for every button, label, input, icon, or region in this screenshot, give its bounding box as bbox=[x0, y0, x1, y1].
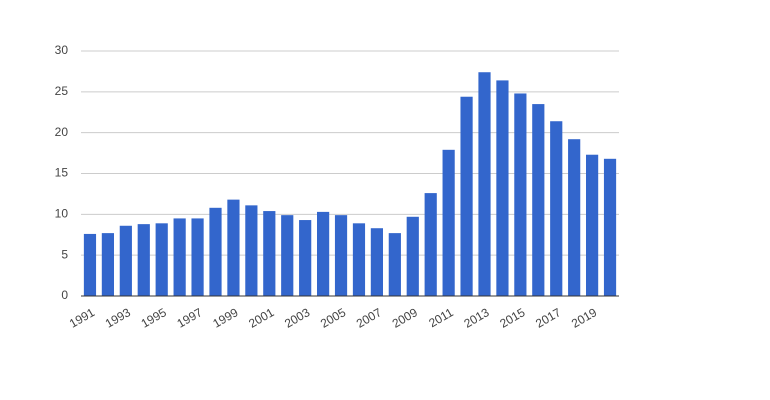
bar bbox=[388, 233, 401, 296]
y-tick-label: 30 bbox=[55, 43, 69, 57]
bar bbox=[299, 220, 312, 296]
x-tick-label: 2015 bbox=[497, 305, 527, 331]
bar bbox=[352, 223, 366, 296]
x-tick-label: 2001 bbox=[246, 305, 276, 331]
x-tick-label: 1999 bbox=[210, 305, 240, 331]
x-tick-label: 1995 bbox=[139, 305, 169, 331]
x-tick-label: 1997 bbox=[175, 305, 205, 331]
bar bbox=[137, 224, 150, 296]
y-tick-label: 25 bbox=[55, 84, 69, 98]
bar bbox=[442, 149, 455, 296]
x-tick-label: 2003 bbox=[282, 305, 312, 331]
x-tick-label: 1991 bbox=[67, 305, 97, 331]
bar bbox=[514, 93, 527, 296]
bar bbox=[119, 225, 132, 296]
bar bbox=[478, 72, 491, 296]
bar bbox=[460, 96, 473, 296]
bar bbox=[603, 158, 617, 296]
bar bbox=[370, 228, 383, 296]
y-tick-label: 15 bbox=[55, 166, 69, 180]
bar bbox=[281, 215, 294, 296]
bar bbox=[227, 199, 240, 296]
x-tick-label: 2019 bbox=[569, 305, 599, 331]
x-tick-label: 1993 bbox=[103, 305, 133, 331]
bar bbox=[317, 211, 330, 296]
y-tick-label: 0 bbox=[61, 288, 68, 302]
bar bbox=[568, 139, 581, 296]
bar bbox=[406, 216, 419, 296]
bar bbox=[496, 80, 509, 297]
x-tick-label: 2011 bbox=[426, 305, 456, 330]
bar bbox=[263, 211, 276, 296]
y-tick-label: 20 bbox=[55, 125, 69, 139]
bar bbox=[245, 205, 258, 296]
bar bbox=[334, 215, 348, 296]
bar bbox=[173, 218, 186, 296]
x-tick-label: 2005 bbox=[318, 305, 348, 331]
bar bbox=[83, 233, 97, 296]
bar bbox=[155, 223, 168, 296]
bar bbox=[191, 218, 204, 296]
y-tick-label: 5 bbox=[61, 247, 68, 261]
bar bbox=[586, 154, 599, 296]
bar bbox=[550, 121, 563, 296]
bar bbox=[424, 193, 437, 296]
x-tick-label: 2013 bbox=[461, 305, 491, 331]
bar bbox=[209, 207, 222, 296]
y-tick-label: 10 bbox=[55, 207, 69, 221]
x-tick-label: 2009 bbox=[390, 305, 420, 331]
x-tick-label: 2017 bbox=[533, 305, 563, 331]
bar bbox=[532, 104, 545, 296]
x-tick-label: 2007 bbox=[354, 305, 384, 331]
bar bbox=[101, 233, 114, 296]
